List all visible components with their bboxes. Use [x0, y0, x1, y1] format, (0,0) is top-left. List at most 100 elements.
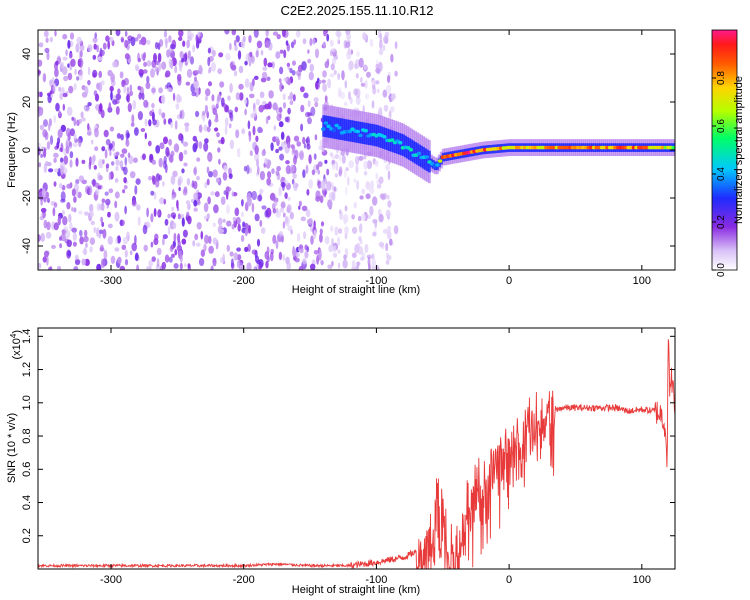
colorbar: 0.0 0.2 0.4 0.6 0.8 Normalized spectral ampl… — [711, 29, 745, 277]
spectrogram-cell — [233, 252, 239, 261]
spectrogram-cell — [307, 58, 312, 64]
spectrogram-cell — [158, 174, 163, 181]
spectrogram-y-tick-label: 40 — [21, 48, 33, 60]
spectrogram-cell — [227, 95, 231, 101]
spectrogram-cell — [396, 132, 399, 154]
spectrogram-cell — [83, 247, 87, 256]
spectrogram-cell — [150, 241, 154, 248]
spectrogram-cell — [98, 175, 103, 181]
spectrogram-cell — [53, 222, 59, 231]
spectrogram-cell — [84, 211, 89, 216]
spectrogram-cell — [275, 210, 281, 218]
spectrogram-cell — [62, 92, 68, 98]
spectrogram-cell — [253, 265, 257, 270]
spectrogram-cell — [295, 30, 301, 38]
spectrogram-cell — [308, 154, 312, 165]
spectrogram-cell — [375, 67, 381, 74]
spectrogram-cell — [360, 122, 364, 144]
spectrogram-cell — [353, 202, 358, 209]
spectrogram-cell — [378, 125, 382, 148]
spectrogram-cell — [155, 145, 161, 154]
spectrogram-cell — [73, 117, 77, 127]
spectrogram-cell — [38, 91, 41, 98]
spectrogram-cell — [273, 197, 279, 203]
spectrogram-cell — [226, 204, 230, 215]
spectrogram-cell — [327, 264, 333, 269]
spectrogram-cell — [239, 92, 244, 101]
spectrogram-cell — [46, 141, 51, 150]
spectrogram-cell — [127, 38, 131, 45]
spectrogram-cell — [222, 171, 228, 181]
spectrogram-cell — [151, 85, 156, 96]
spectrogram-cell — [163, 30, 168, 38]
spectrogram-cell — [385, 163, 390, 171]
spectrogram-cell — [249, 51, 253, 58]
spectrogram-cell — [243, 98, 248, 105]
spectrogram-cell — [355, 96, 361, 105]
spectrogram-cell — [150, 68, 155, 78]
spectrogram-cell — [300, 86, 305, 93]
spectrogram-cell — [98, 158, 104, 169]
spectrogram-cell — [176, 93, 181, 104]
spectrogram-cell — [125, 129, 130, 140]
spectrogram-cell — [109, 85, 114, 92]
spectrogram-cell — [218, 228, 225, 233]
spectrogram-cell — [260, 227, 266, 235]
spectrogram-cell — [212, 257, 217, 267]
spectrogram-cell — [186, 68, 193, 78]
spectrogram-cell — [87, 79, 91, 86]
spectrogram-cell — [385, 209, 391, 218]
spectrogram-cell — [137, 57, 142, 63]
spectrogram-cell — [254, 145, 259, 155]
spectrogram-cell — [98, 204, 105, 210]
spectrogram-cell — [186, 211, 190, 218]
spectrogram-cell — [150, 213, 154, 223]
spectrogram-cell — [40, 207, 47, 213]
spectrogram-cell — [256, 158, 259, 167]
spectrogram-cell — [204, 95, 209, 101]
spectrogram-cell — [361, 188, 366, 195]
spectrogram-cell — [208, 235, 212, 244]
spectrogram-cell — [150, 190, 155, 196]
spectrogram-cell — [218, 158, 221, 165]
spectrogram-cell — [162, 234, 168, 240]
spectrogram-cell — [89, 156, 92, 166]
spectrogram-cell — [323, 121, 329, 125]
spectrogram-cell — [355, 129, 360, 134]
spectrogram-cell — [153, 53, 157, 63]
spectrogram-cell — [259, 170, 265, 181]
spectrogram-cell — [123, 185, 128, 190]
spectrogram-cell — [67, 72, 73, 81]
spectrogram-cell — [272, 234, 277, 244]
spectrogram-cell — [348, 160, 355, 169]
spectrogram-cell — [275, 240, 279, 250]
spectrogram-cell — [390, 138, 395, 142]
spectrogram-cell — [203, 215, 208, 220]
spectrogram-cell — [259, 91, 265, 99]
spectrogram-cell — [69, 32, 75, 40]
spectrogram-cell — [94, 146, 99, 151]
spectrogram-cell — [236, 247, 242, 252]
spectrogram-cell — [203, 124, 208, 132]
spectrogram-cell — [278, 78, 282, 83]
spectrogram-cell — [375, 80, 380, 85]
spectrogram-cell — [179, 110, 183, 119]
spectrogram-cell — [378, 48, 384, 56]
snr-y-ticks: 0.2 0.4 0.6 0.8 1.0 1.2 1.4 — [21, 329, 675, 543]
spectrogram-cell — [102, 228, 107, 239]
spectrogram-cell — [65, 49, 68, 56]
spectrogram-cell — [347, 176, 350, 186]
spectrogram-cell — [344, 205, 348, 212]
spectrogram-cell — [285, 165, 291, 175]
spectrogram-cell — [258, 104, 264, 113]
spectrogram-cell — [114, 191, 120, 199]
spectrogram-cell — [62, 216, 68, 226]
spectrogram-cell — [337, 236, 341, 246]
spectrogram-cell — [60, 198, 66, 203]
spectrogram-cell — [388, 110, 392, 119]
spectrogram-cell — [282, 102, 287, 109]
spectrogram-cell — [114, 178, 119, 183]
spectrogram-cell — [313, 250, 319, 255]
spectrogram-cell — [48, 122, 51, 132]
spectrogram-cell — [238, 65, 244, 74]
